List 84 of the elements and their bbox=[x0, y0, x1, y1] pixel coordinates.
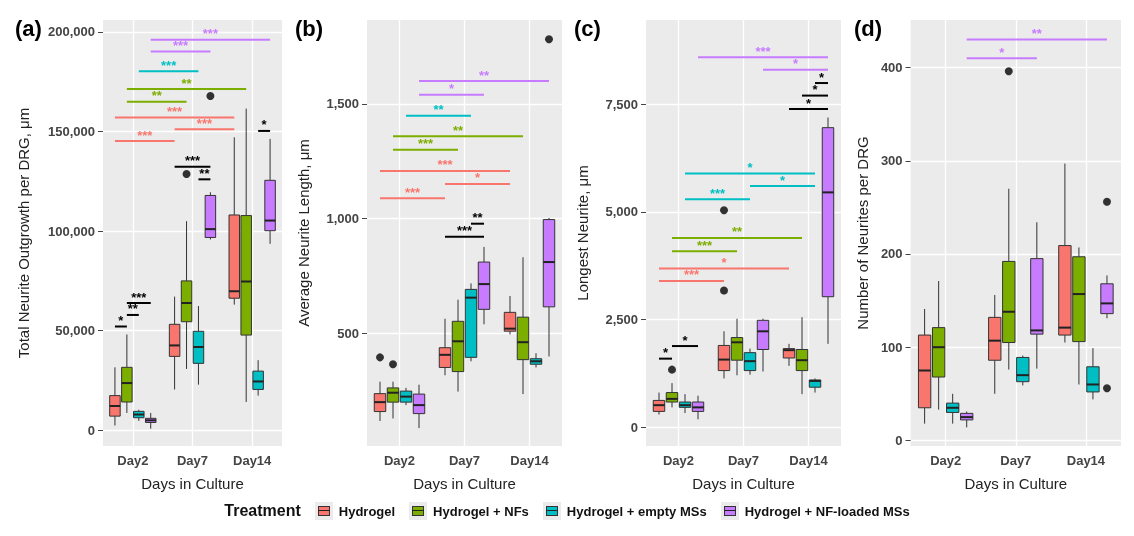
y-tick-label: 1,500 bbox=[325, 96, 359, 112]
annotation: *** bbox=[137, 127, 154, 143]
y-tick-label: 200 bbox=[880, 246, 903, 262]
annotation: * bbox=[118, 313, 125, 328]
annotation: *** bbox=[184, 153, 202, 169]
y-tick-label: 500 bbox=[336, 325, 359, 341]
annotation: *** bbox=[417, 136, 434, 152]
y-tick-label: 0 bbox=[87, 422, 95, 438]
annotation: * bbox=[747, 160, 754, 176]
y-tick-label: 7,500 bbox=[605, 96, 638, 112]
annotation: * bbox=[818, 69, 825, 85]
annotation: ** bbox=[181, 75, 193, 91]
y-tick-label: 0 bbox=[630, 419, 638, 435]
y-tick-label: 150,000 bbox=[48, 124, 95, 140]
chart-title: (d) bbox=[853, 15, 882, 41]
y-tick-label: 100 bbox=[880, 339, 903, 355]
y-axis-title: Total Neurite Outgrowth per DRG, μm bbox=[15, 107, 32, 359]
annotation: *** bbox=[709, 185, 727, 201]
annotation: * bbox=[662, 345, 669, 361]
x-tick-label: Day14 bbox=[509, 453, 549, 468]
x-tick-label: Day2 bbox=[662, 453, 695, 468]
y-tick-label: 0 bbox=[894, 432, 903, 448]
annotation: * bbox=[448, 81, 455, 97]
y-tick-label: 50,000 bbox=[55, 323, 95, 339]
chart-title: (a) bbox=[15, 15, 42, 41]
x-tick-label: Day14 bbox=[233, 453, 273, 468]
y-tick-label: 300 bbox=[880, 153, 903, 169]
annotation: * bbox=[474, 170, 481, 186]
annotation: *** bbox=[161, 57, 178, 73]
chart-title: (c) bbox=[574, 15, 601, 41]
annotation: *** bbox=[683, 267, 701, 283]
annotation: *** bbox=[755, 43, 772, 59]
annotation: *** bbox=[196, 115, 213, 131]
annotation: *** bbox=[436, 157, 454, 173]
chart-title: (b) bbox=[294, 15, 323, 41]
annotation: ** bbox=[151, 88, 163, 104]
x-axis-title: Days in Culture bbox=[141, 475, 244, 492]
annotation: * bbox=[812, 82, 819, 98]
annotation: *** bbox=[167, 103, 184, 119]
x-tick-label: Day2 bbox=[117, 453, 149, 468]
annotation: * bbox=[792, 56, 799, 72]
x-tick-label: Day14 bbox=[789, 453, 829, 468]
annotation: * bbox=[682, 332, 689, 348]
y-tick-label: 5,000 bbox=[605, 204, 638, 220]
x-tick-label: Day7 bbox=[999, 453, 1031, 468]
x-tick-label: Day2 bbox=[383, 453, 415, 468]
annotation: *** bbox=[696, 237, 714, 253]
y-axis-title: Number of Neurites per DRG bbox=[853, 136, 871, 330]
y-axis-title: Longest Neurite, μm bbox=[574, 165, 591, 301]
annotation: ** bbox=[731, 224, 743, 240]
y-tick-label: 2,500 bbox=[605, 312, 638, 328]
annotation: ** bbox=[432, 102, 444, 118]
x-axis-title: Days in Culture bbox=[412, 475, 516, 492]
y-tick-label: 1,000 bbox=[325, 211, 359, 227]
annotation: * bbox=[805, 95, 812, 111]
annotation: ** bbox=[478, 67, 490, 83]
x-tick-label: Day2 bbox=[929, 453, 961, 468]
x-tick-label: Day7 bbox=[448, 453, 480, 468]
annotation: * bbox=[779, 172, 786, 188]
annotation: * bbox=[998, 44, 1005, 60]
x-tick-label: Day14 bbox=[1066, 453, 1106, 468]
annotation: ** bbox=[1031, 26, 1043, 42]
legend-label: Hydrogel bbox=[338, 503, 396, 519]
x-tick-label: Day7 bbox=[727, 453, 760, 468]
legend-label: Hydrogel + empty MSs bbox=[566, 503, 707, 519]
y-tick-label: 400 bbox=[880, 60, 903, 76]
legend-label: Hydrogel + NF-loaded MSs bbox=[744, 503, 910, 519]
annotation: *** bbox=[404, 184, 421, 200]
annotation: ** bbox=[471, 210, 483, 226]
annotation: ** bbox=[199, 165, 211, 181]
annotation: *** bbox=[172, 37, 190, 53]
y-tick-label: 100,000 bbox=[48, 223, 95, 239]
x-tick-label: Day7 bbox=[176, 453, 209, 468]
x-axis-title: Days in Culture bbox=[964, 475, 1067, 492]
x-axis-title: Days in Culture bbox=[692, 475, 795, 492]
legend-label: Hydrogel + NFs bbox=[433, 503, 529, 519]
annotation: ** bbox=[452, 122, 464, 138]
y-axis-title: Average Neurite Length, μm bbox=[294, 139, 312, 327]
y-tick-label: 200,000 bbox=[48, 24, 95, 40]
annotation: *** bbox=[202, 26, 219, 42]
annotation: * bbox=[261, 117, 268, 133]
annotation: * bbox=[721, 254, 728, 270]
annotation: *** bbox=[456, 223, 473, 239]
legend-title: Treatment bbox=[224, 502, 301, 520]
